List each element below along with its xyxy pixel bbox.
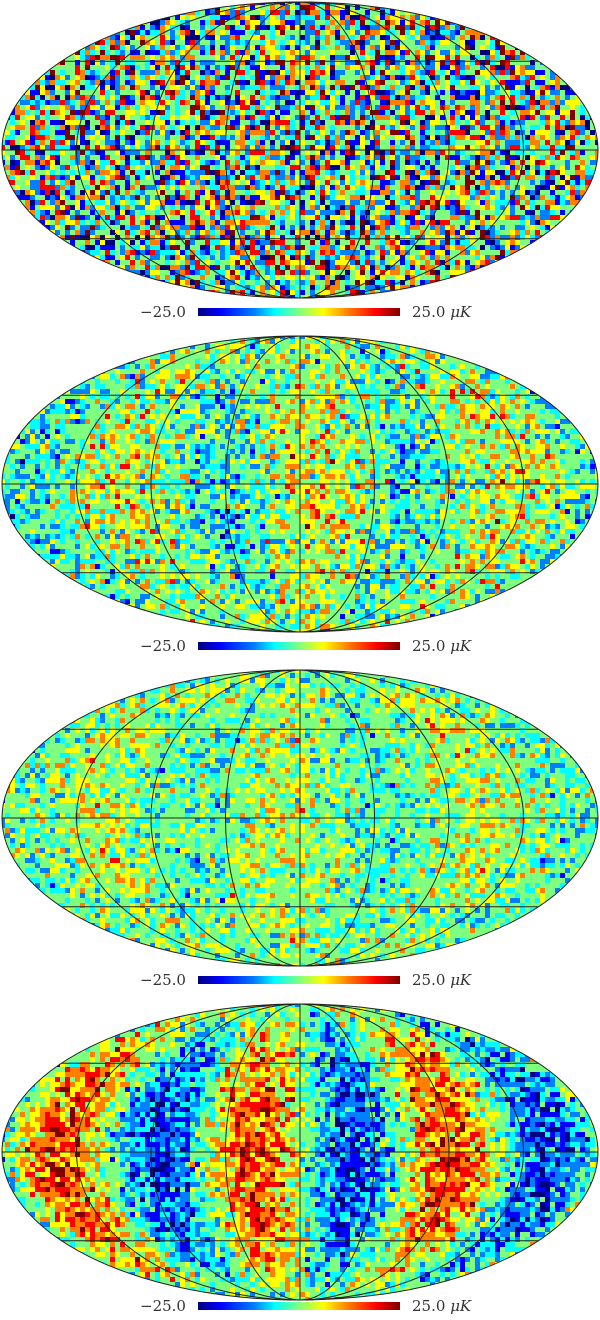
map-outline xyxy=(1,335,599,633)
colorbar-gradient xyxy=(198,976,400,984)
sky-map-panel-1 xyxy=(0,0,600,300)
colorbar-1: −25.0 25.0 μK xyxy=(0,302,600,324)
map-outline xyxy=(1,1,599,299)
colorbar-gradient xyxy=(198,642,400,650)
colorbar-min-label: −25.0 xyxy=(140,1297,186,1315)
sky-map-panel-4 xyxy=(0,1002,600,1302)
colorbar-min-label: −25.0 xyxy=(140,303,186,321)
mollweide-map-4 xyxy=(1,1003,599,1301)
graticule xyxy=(1,1003,599,1301)
colorbar-min-label: −25.0 xyxy=(140,971,186,989)
colorbar-max-label: 25.0 μK xyxy=(412,637,472,655)
colorbar-gradient xyxy=(198,308,400,316)
colorbar-3: −25.0 25.0 μK xyxy=(0,970,600,992)
map-outline xyxy=(1,669,599,967)
colorbar-min-label: −25.0 xyxy=(140,637,186,655)
sky-map-panel-2 xyxy=(0,334,600,634)
graticule xyxy=(1,669,599,967)
mollweide-map-3 xyxy=(1,669,599,967)
graticule xyxy=(1,335,599,633)
colorbar-max-label: 25.0 μK xyxy=(412,1297,472,1315)
colorbar-max-label: 25.0 μK xyxy=(412,971,472,989)
colorbar-4: −25.0 25.0 μK xyxy=(0,1296,600,1318)
map-outline xyxy=(1,1003,599,1301)
colorbar-2: −25.0 25.0 μK xyxy=(0,636,600,658)
graticule xyxy=(1,1,599,299)
colorbar-gradient xyxy=(198,1302,400,1310)
mollweide-map-1 xyxy=(1,1,599,299)
mollweide-map-2 xyxy=(1,335,599,633)
colorbar-max-label: 25.0 μK xyxy=(412,303,472,321)
sky-map-panel-3 xyxy=(0,668,600,968)
